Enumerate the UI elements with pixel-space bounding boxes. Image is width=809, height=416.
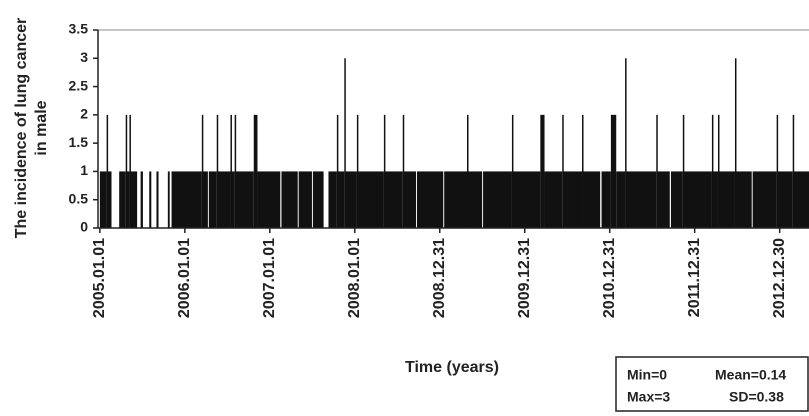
bar — [281, 171, 298, 228]
bar — [682, 114, 685, 228]
bar — [544, 171, 563, 228]
stats-box — [615, 356, 809, 412]
bar — [357, 171, 384, 228]
bar — [312, 171, 324, 228]
bar — [231, 171, 235, 228]
bar — [625, 58, 627, 229]
bar — [216, 114, 219, 228]
bar — [337, 171, 345, 228]
bar — [253, 114, 258, 228]
bar — [711, 114, 714, 228]
y-tick-label: 2 — [80, 106, 88, 122]
x-tick-label: 2007.01.01 — [261, 238, 278, 318]
bar — [298, 171, 312, 228]
bar — [512, 171, 541, 228]
y-tick-label: 2.5 — [69, 77, 89, 93]
y-tick-label: 0.5 — [69, 190, 89, 206]
y-tick-label: 1.5 — [69, 134, 89, 150]
bar — [717, 114, 720, 228]
bar — [626, 171, 657, 228]
stat-text: SD=0.38 — [729, 389, 784, 405]
bar — [656, 114, 658, 228]
bar — [562, 114, 564, 228]
bar — [616, 171, 626, 228]
bar — [119, 171, 126, 228]
x-tick-label: 2006.01.01 — [176, 238, 193, 318]
bar — [752, 171, 777, 228]
x-tick-label: 2011.12.31 — [686, 238, 703, 317]
y-tick-label: 3 — [80, 49, 88, 65]
bar — [208, 171, 217, 228]
bar — [202, 171, 208, 228]
bar — [483, 171, 512, 228]
bar — [734, 58, 737, 229]
bar — [657, 171, 670, 228]
bar — [402, 114, 405, 228]
y-axis-label: The incidence of lung cancer — [13, 18, 30, 239]
bar — [563, 171, 583, 228]
y-axis-label: in male — [33, 100, 50, 155]
bar — [345, 171, 357, 228]
bar — [403, 171, 417, 228]
bar — [156, 171, 159, 228]
x-tick-label: 2009.12.31 — [516, 238, 533, 318]
stat-text: Min=0 — [627, 367, 667, 383]
bar — [107, 171, 112, 228]
bar — [106, 114, 109, 228]
bar — [712, 171, 718, 228]
y-tick-label: 0 — [80, 219, 88, 235]
bar — [444, 171, 468, 228]
bar — [336, 114, 339, 228]
bar — [383, 114, 386, 228]
stat-text: Mean=0.14 — [715, 367, 786, 383]
bar — [467, 171, 483, 228]
bar — [130, 171, 138, 228]
bar — [356, 114, 359, 228]
bar — [149, 171, 152, 228]
bar — [167, 171, 170, 228]
x-tick-label: 2010.12.31 — [601, 238, 618, 318]
bar — [718, 171, 735, 228]
bar — [257, 171, 281, 228]
bar — [793, 171, 809, 228]
x-tick-label: 2005.01.01 — [91, 238, 108, 318]
x-tick-label: 2008.01.01 — [346, 238, 363, 318]
y-tick-label: 3.5 — [69, 21, 89, 37]
bar — [670, 171, 683, 228]
bar — [99, 171, 107, 228]
stat-text: Max=3 — [627, 389, 670, 405]
bar — [467, 114, 469, 228]
bar — [511, 114, 514, 228]
bar — [171, 171, 202, 228]
bar — [217, 171, 231, 228]
bar — [129, 114, 131, 228]
bar — [735, 171, 752, 228]
bar — [126, 171, 130, 228]
bar — [235, 171, 254, 228]
bar — [384, 171, 403, 228]
bar — [582, 171, 601, 228]
bar — [140, 171, 143, 228]
x-tick-label: 2012.12.30 — [771, 238, 788, 318]
bar — [344, 58, 346, 229]
bar — [416, 171, 444, 228]
x-tick-label: 2008.12.31 — [431, 238, 448, 318]
bar — [328, 171, 337, 228]
bar — [792, 114, 795, 228]
bar — [777, 171, 793, 228]
bar — [683, 171, 712, 228]
bar — [776, 114, 779, 228]
bar — [610, 114, 617, 228]
x-axis-label: Time (years) — [405, 359, 499, 376]
bar — [582, 114, 584, 228]
y-tick-label: 1 — [80, 162, 88, 178]
bar — [601, 171, 611, 228]
bar — [540, 114, 545, 228]
